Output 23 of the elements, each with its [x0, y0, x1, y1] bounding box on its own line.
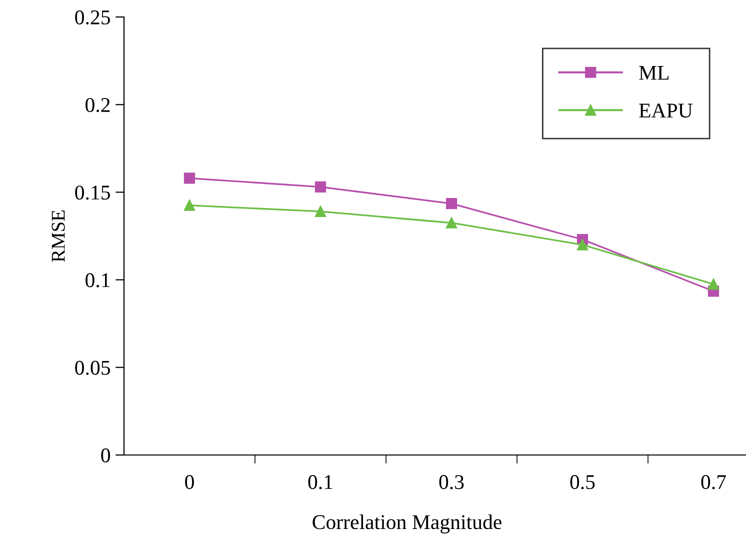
x-tick-label: 0.1: [308, 475, 332, 490]
point: [708, 278, 720, 290]
point: [446, 198, 458, 210]
x-tick-label: 0.3: [439, 475, 464, 490]
x-tick-label: 0.7: [701, 475, 726, 490]
legend-label: ML: [639, 66, 669, 80]
point: [314, 181, 326, 192]
x-tick-label: 0.5: [570, 475, 595, 490]
y-tick-label: 0: [101, 448, 110, 462]
y-tick-label: 0.25: [75, 10, 110, 25]
point: [576, 239, 588, 250]
point: [314, 206, 326, 218]
y-tick-label: 0.2: [86, 98, 110, 112]
y-axis-title: RMSE: [52, 210, 65, 262]
point: [446, 217, 458, 228]
x-axis-title: Correlation Magnitude: [312, 514, 502, 534]
y-tick-label: 0.05: [75, 360, 110, 375]
legend-label: EAPU: [639, 104, 692, 118]
point: [184, 200, 196, 211]
point: [184, 172, 196, 184]
y-tick-label: 0.1: [86, 273, 110, 288]
y-tick-label: 0.15: [75, 186, 110, 200]
x-tick-label: 0: [185, 475, 194, 490]
